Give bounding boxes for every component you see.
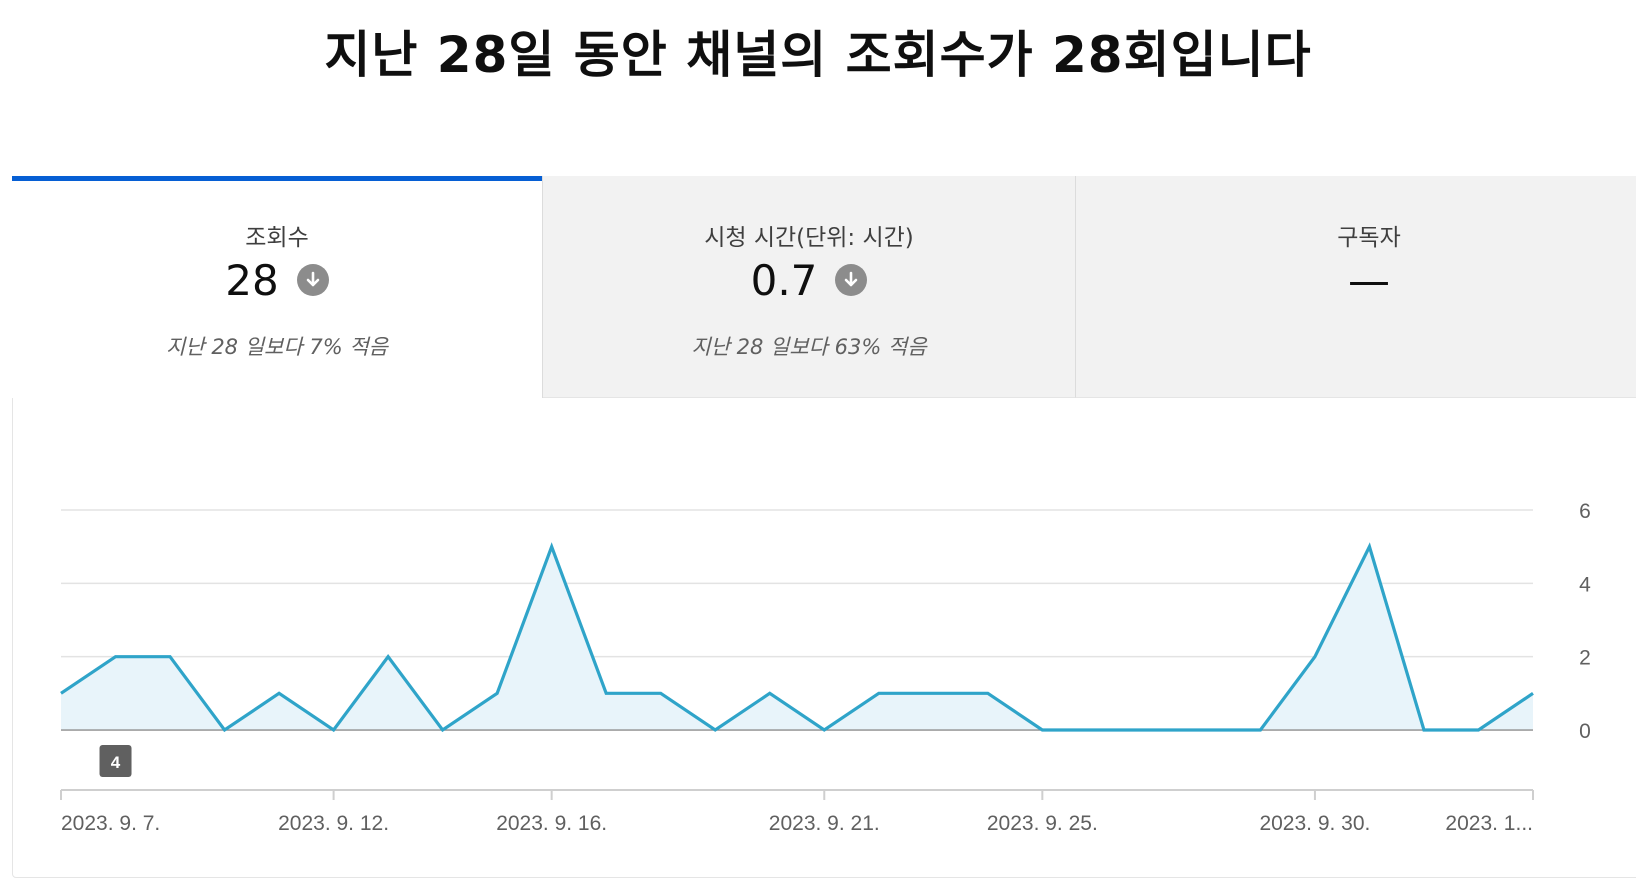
annotation-badge-label: 4 <box>111 753 121 772</box>
x-tick-label: 2023. 9. 7. <box>61 812 160 835</box>
y-tick-label: 6 <box>1579 500 1591 523</box>
x-tick-label: 2023. 9. 25. <box>987 812 1098 835</box>
y-tick-label: 4 <box>1579 573 1591 596</box>
x-tick-label: 2023. 9. 12. <box>278 812 389 835</box>
x-tick-label: 2023. 1... <box>1445 812 1533 835</box>
annotation-badge[interactable]: 4 <box>100 745 132 777</box>
views-chart-svg: 6 4 2 0 2023. 9. 7. 2023. 9. 12. 2023. 9. 16. 2… <box>0 0 1636 856</box>
x-tick-label: 2023. 9. 30. <box>1259 812 1370 835</box>
x-tick-label: 2023. 9. 16. <box>496 812 607 835</box>
series-area <box>61 547 1533 730</box>
y-tick-label: 2 <box>1579 647 1591 670</box>
x-tick-label: 2023. 9. 21. <box>769 812 880 835</box>
views-chart: 6 4 2 0 2023. 9. 7. 2023. 9. 12. 2023. 9. 16. 2… <box>0 0 1636 856</box>
y-tick-label: 0 <box>1579 720 1591 743</box>
